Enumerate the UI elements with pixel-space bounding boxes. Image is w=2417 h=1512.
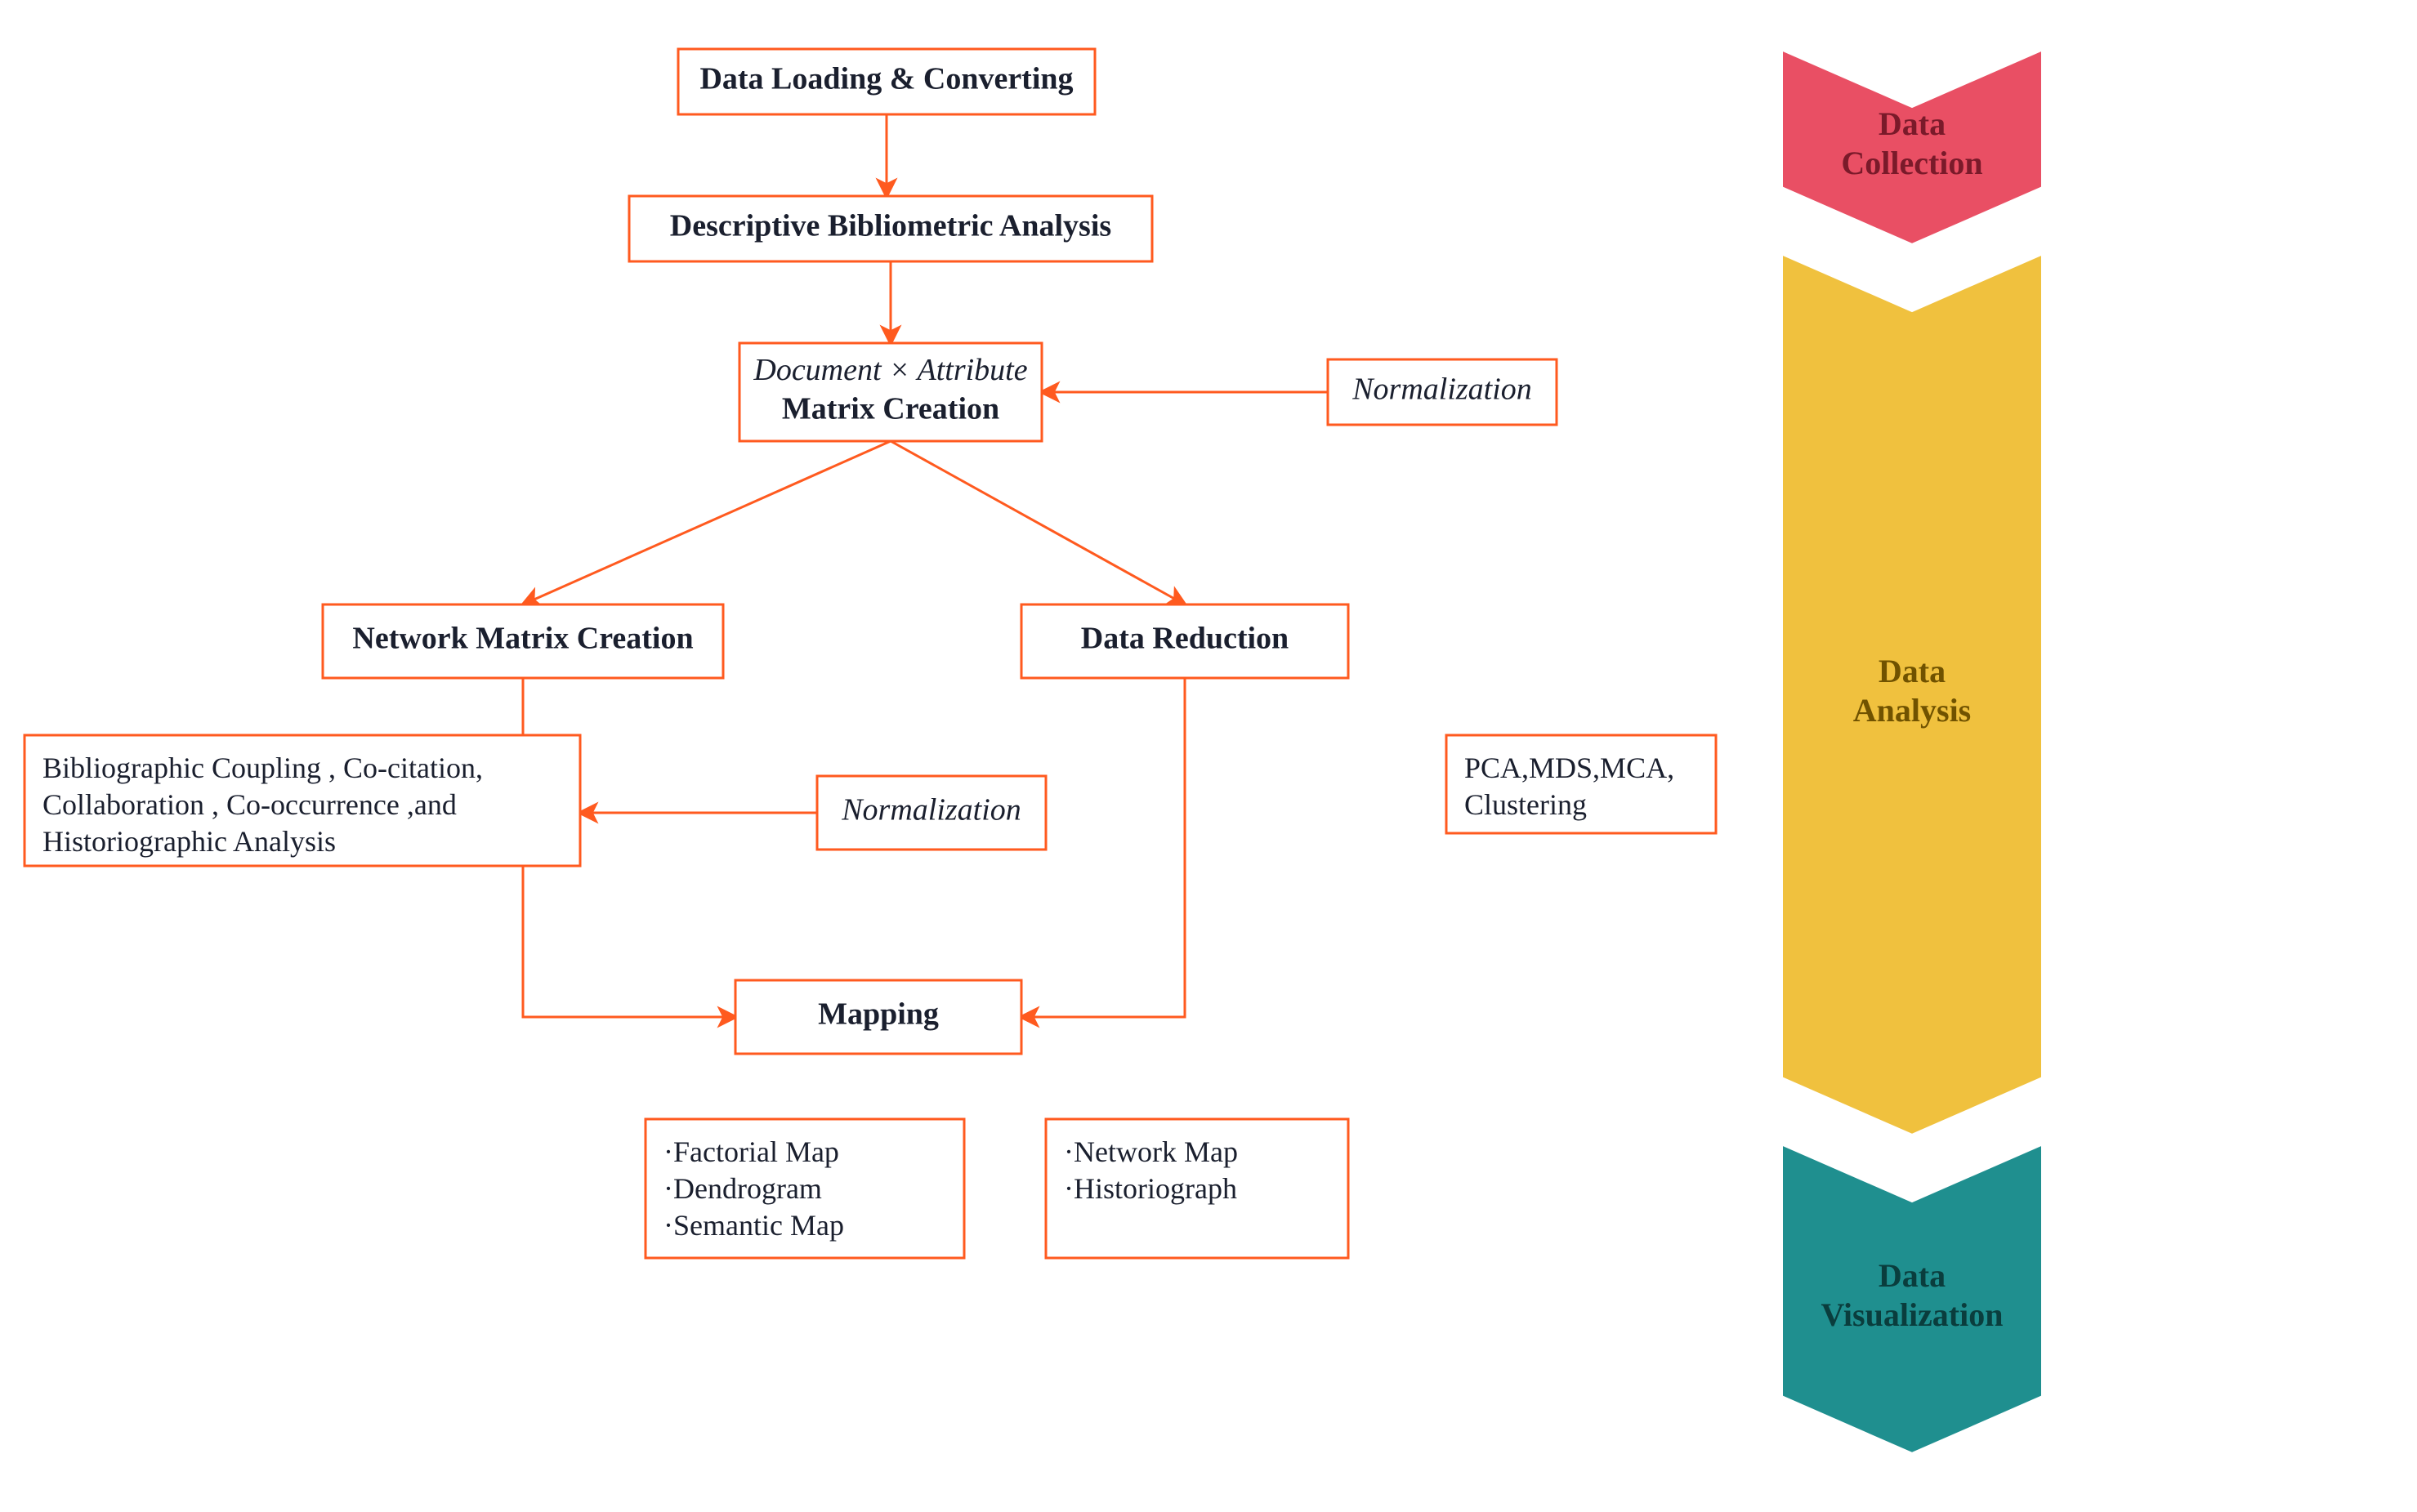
box-factorial-line-0: ·Factorial Map [663,1135,839,1168]
box-norm2-line-0: Normalization [841,793,1021,827]
box-mapping-line-0: Mapping [818,997,939,1032]
box-mapping: Mapping [735,980,1021,1054]
box-norm2: Normalization [817,776,1046,850]
box-pca: PCA,MDS,MCA, Clustering [1446,735,1716,833]
box-netmap-line-1: ·Historiograph [1064,1172,1237,1205]
box-biblio: Bibliographic Coupling , Co-citation, Col… [25,735,580,866]
box-biblio-line-2: Historiographic Analysis [42,825,336,858]
chevron-analysis-line-0: Data [1879,653,1946,689]
box-pca-line-0: PCA,MDS,MCA, [1464,752,1674,784]
box-factorial: ·Factorial Map ·Dendrogram ·Semantic Map [646,1119,964,1258]
box-biblio-line-0: Bibliographic Coupling , Co-citation, [42,752,483,784]
chevron-visualization: DataVisualization [1781,1144,2043,1454]
arrow-matrix-to-network [523,441,891,604]
box-factorial-line-1: ·Dendrogram [663,1172,822,1205]
chevron-visualization-line-0: Data [1879,1257,1946,1294]
chevron-visualization-line-1: Visualization [1821,1296,2004,1333]
box-matrix: Document × Attribute Matrix Creation [739,343,1042,441]
box-matrix-line-0: Document × Attribute [753,353,1027,387]
box-network: Network Matrix Creation [323,604,723,678]
box-reduc-line-0: Data Reduction [1081,622,1289,656]
box-biblio-line-1: Collaboration , Co-occurrence ,and [42,788,457,821]
box-load-line-0: Data Loading & Converting [699,62,1073,96]
box-reduc: Data Reduction [1021,604,1348,678]
chevron-collection: DataCollection [1781,49,2043,245]
box-netmap: ·Network Map ·Historiograph [1046,1119,1348,1258]
box-matrix-line-1: Matrix Creation [782,391,999,426]
box-network-line-0: Network Matrix Creation [352,622,693,656]
box-desc-line-0: Descriptive Bibliometric Analysis [670,209,1111,243]
chevron-collection-line-0: Data [1879,105,1946,142]
bibliometric-flow-diagram: Data Loading & Converting Descriptive Bib… [0,0,2417,1512]
chevron-analysis-line-1: Analysis [1853,692,1972,729]
box-pca-line-1: Clustering [1464,788,1587,821]
box-norm1-line-0: Normalization [1351,372,1532,407]
box-netmap-line-0: ·Network Map [1064,1135,1238,1168]
chevron-collection-line-1: Collection [1841,145,1982,181]
box-factorial-line-2: ·Semantic Map [663,1209,844,1242]
box-load: Data Loading & Converting [678,49,1095,114]
box-norm1: Normalization [1328,359,1557,425]
box-desc: Descriptive Bibliometric Analysis [629,196,1152,261]
arrow-matrix-to-reduc [891,441,1185,604]
chevron-analysis: DataAnalysis [1781,253,2043,1135]
